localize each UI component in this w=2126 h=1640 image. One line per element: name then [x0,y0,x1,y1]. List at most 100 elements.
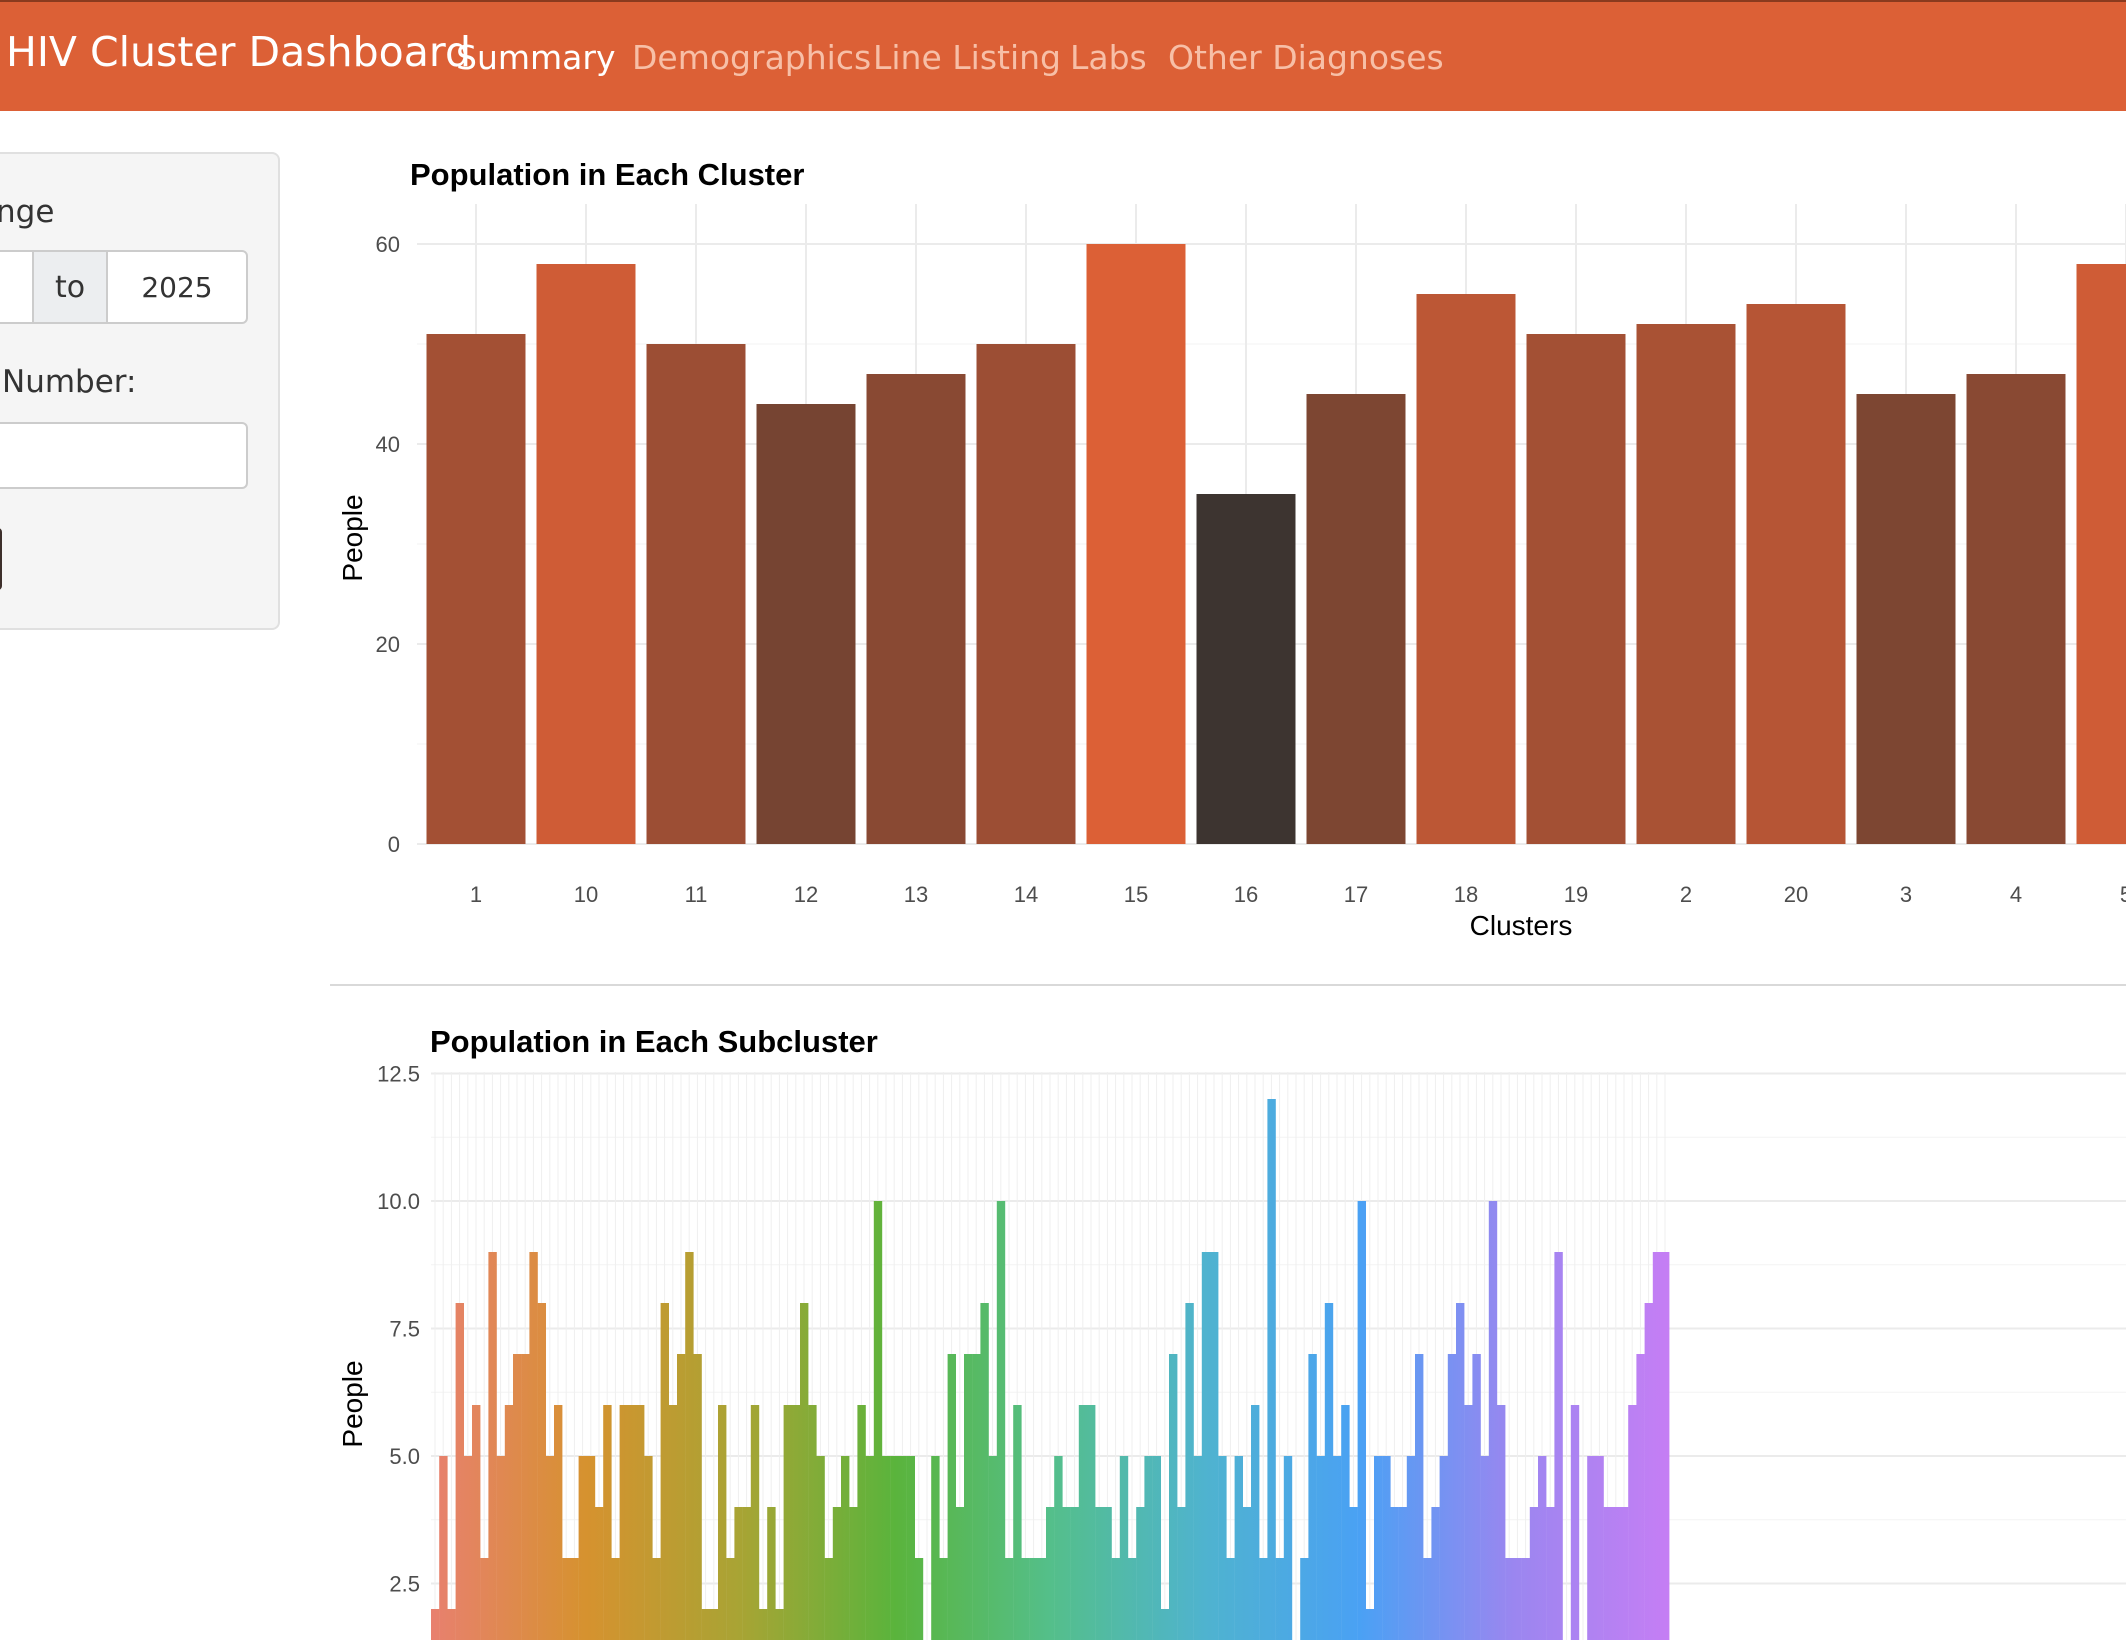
date-start-input[interactable] [0,250,34,324]
subcluster-bar [603,1405,612,1640]
tab-summary[interactable]: Summary [456,38,616,77]
cluster-y-tick-label: 40 [376,432,400,457]
cluster-bar-14 [976,344,1076,844]
subcluster-bar [972,1354,981,1640]
subcluster-bar [570,1558,579,1640]
subcluster-bar [496,1456,505,1640]
subcluster-bar [447,1609,456,1640]
subcluster-bar [1341,1405,1350,1640]
subcluster-bar [931,1456,940,1640]
subcluster-bar [1275,1558,1284,1640]
subcluster-bar [537,1303,546,1640]
subcluster-bar [455,1303,464,1640]
cluster-bar-2 [1636,324,1736,844]
cluster-bar-1 [426,334,526,844]
subcluster-bar [701,1609,710,1640]
subcluster-bar [1521,1558,1530,1640]
date-separator: to [34,250,106,324]
subcluster-bar [767,1507,776,1640]
subcluster-y-tick-label: 7.5 [389,1317,420,1342]
cluster-number-input[interactable] [0,422,248,489]
subcluster-bar [1611,1507,1621,1640]
cluster-bar-3 [1856,394,1956,844]
subcluster-bar [1251,1405,1260,1640]
subcluster-bar [791,1405,801,1640]
subcluster-bar [1210,1252,1219,1640]
cluster-chart-title: Population in Each Cluster [410,157,804,192]
subcluster-bar [1152,1456,1161,1640]
subcluster-bar [1497,1405,1506,1640]
subcluster-bar [988,1456,997,1640]
subcluster-bar [439,1456,448,1640]
subcluster-bar [750,1405,760,1640]
subcluster-bar [1062,1507,1071,1640]
cluster-bar-5 [2076,264,2126,844]
subcluster-bar [1169,1354,1178,1640]
subcluster-bar [1005,1558,1014,1640]
subcluster-bar [693,1354,702,1640]
cluster-x-tick-label: 20 [1784,882,1808,907]
subcluster-bar [660,1303,669,1640]
brand-title[interactable]: HIV Cluster Dashboard [6,28,471,76]
subcluster-bar [652,1558,661,1640]
subcluster-bar [1357,1201,1366,1640]
subcluster-bar [1193,1456,1202,1640]
subcluster-bar [1308,1354,1317,1640]
subcluster-bar [1652,1252,1662,1640]
cluster-number-label: Number: [2,364,137,400]
subcluster-bar [513,1354,522,1640]
subcluster-bar [734,1507,743,1640]
subcluster-bar [472,1405,481,1640]
cluster-x-tick-label: 12 [794,882,818,907]
subcluster-bar [1365,1609,1375,1640]
subcluster-bar [1218,1456,1227,1640]
subcluster-bar [1603,1507,1612,1640]
subcluster-bar [668,1405,678,1640]
cluster-x-tick-label: 14 [1014,882,1038,907]
subcluster-bar [1661,1252,1670,1640]
cluster-x-tick-label: 13 [904,882,928,907]
tab-labs[interactable]: Labs [1070,38,1147,77]
subcluster-bar [1234,1456,1243,1640]
subcluster-bar [996,1201,1006,1640]
subcluster-bar [865,1456,874,1640]
tab-other-diagnoses[interactable]: Other Diagnoses [1168,38,1444,77]
cluster-x-tick-label: 11 [685,882,708,907]
cluster-x-tick-label: 3 [1900,882,1912,907]
subcluster-bar [1587,1456,1596,1640]
sidebar-submit-button[interactable] [0,528,2,590]
subcluster-bar [1382,1456,1391,1640]
subcluster-bar [1316,1456,1325,1640]
subcluster-bar [1464,1405,1473,1640]
tab-demographics[interactable]: Demographics [632,38,872,77]
cluster-bar-10 [536,264,636,844]
subcluster-bar [1226,1558,1235,1640]
cluster-chart-ylabel: People [337,494,368,581]
cluster-y-tick-label: 20 [376,632,400,657]
subcluster-bar [554,1405,563,1640]
subcluster-y-tick-label: 10.0 [377,1189,420,1214]
subcluster-bar [1119,1456,1129,1640]
subcluster-bar [1456,1303,1465,1640]
tab-line-listing[interactable]: Line Listing [873,38,1061,77]
date-end-input[interactable]: 2025 [106,250,248,324]
subcluster-bar [1095,1507,1104,1640]
cluster-x-tick-label: 16 [1234,882,1258,907]
subcluster-bar [586,1456,596,1640]
subcluster-bar [1021,1558,1030,1640]
subcluster-bar [709,1609,719,1640]
subcluster-bar [578,1456,587,1640]
subcluster-bar [488,1252,497,1640]
cluster-x-tick-label: 19 [1564,882,1588,907]
subcluster-bar [1259,1558,1268,1640]
subcluster-bar [504,1405,514,1640]
subcluster-bar [726,1558,735,1640]
subcluster-bar [1160,1609,1170,1640]
subcluster-bar [890,1456,899,1640]
subcluster-bar [685,1252,694,1640]
cluster-x-tick-label: 17 [1344,882,1368,907]
subcluster-bar [1644,1303,1653,1640]
subcluster-bar [627,1405,637,1640]
subcluster-bar [611,1558,620,1640]
subcluster-bar [1554,1252,1563,1640]
